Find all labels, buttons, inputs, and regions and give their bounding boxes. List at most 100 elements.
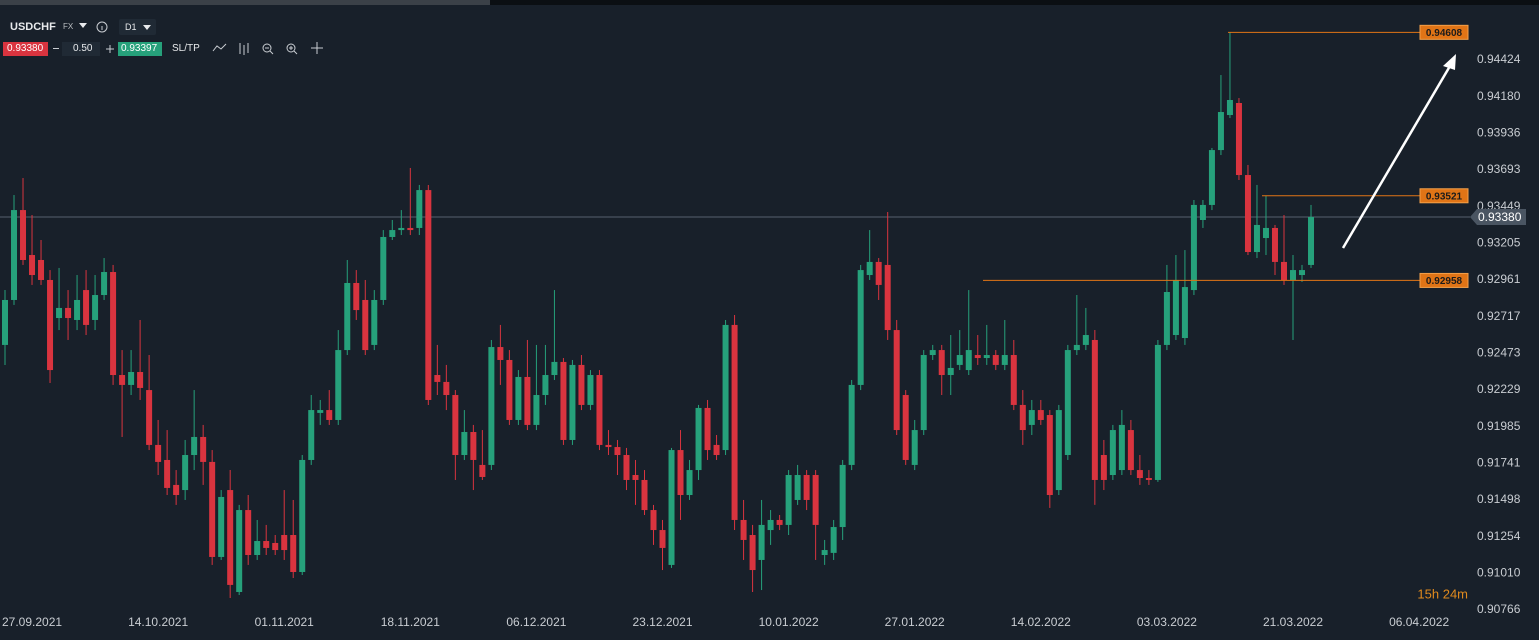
candle-body <box>488 347 495 465</box>
candle-body <box>1091 339 1098 480</box>
candle-body <box>965 350 972 371</box>
candle-body <box>776 519 783 525</box>
sl-tp[interactable]: SL/TP <box>172 43 200 54</box>
candle-body <box>1001 355 1008 365</box>
candle-body <box>38 259 45 280</box>
x-tick-label: 10.01.2022 <box>759 615 819 629</box>
candle-body <box>1100 455 1107 480</box>
candle-body <box>722 324 729 451</box>
candle-body <box>281 535 288 551</box>
candle-body <box>659 530 666 548</box>
sell-price[interactable]: 0.93380 <box>7 43 44 54</box>
candle-body <box>470 432 477 460</box>
candle-body <box>29 255 36 276</box>
info-icon[interactable] <box>96 21 108 33</box>
candle-body <box>1127 430 1134 471</box>
candle-body <box>74 299 81 320</box>
candle-body <box>578 364 585 405</box>
y-tick-label: 0.91498 <box>1477 492 1521 506</box>
volume-box[interactable] <box>62 42 100 56</box>
candle-body <box>560 361 567 440</box>
candle-body <box>569 364 576 440</box>
y-tick-label: 0.92717 <box>1477 309 1521 323</box>
candle-body <box>632 475 639 480</box>
candle-body <box>479 464 486 477</box>
x-tick-label: 27.01.2022 <box>885 615 945 629</box>
dropdown-icon <box>143 25 151 30</box>
candle-body <box>20 210 27 260</box>
candle-body <box>155 444 162 462</box>
candle-body <box>947 367 954 376</box>
candle-body <box>1190 204 1197 291</box>
x-tick-label: 14.10.2021 <box>128 615 188 629</box>
candle-body <box>1163 292 1170 345</box>
candle-body <box>1028 410 1035 425</box>
sell-box[interactable] <box>3 42 48 56</box>
candle-body <box>695 407 702 471</box>
y-tick-label: 0.92229 <box>1477 382 1521 396</box>
tool-icons[interactable] <box>212 41 332 57</box>
candle-body <box>875 261 882 285</box>
candle-body <box>371 299 378 345</box>
symbol[interactable]: USDCHF <box>10 21 56 33</box>
candle-body <box>506 359 513 420</box>
plus-button[interactable] <box>106 45 114 53</box>
candle-body <box>884 264 891 331</box>
candle-body <box>173 484 180 496</box>
candle-body <box>1290 270 1297 280</box>
y-tick-label: 0.93936 <box>1477 126 1521 140</box>
y-tick-label: 0.93205 <box>1477 235 1521 249</box>
timeframe[interactable]: D1 <box>125 22 137 32</box>
candle-body <box>191 436 198 456</box>
candle-body <box>1262 227 1269 239</box>
timeframe-box[interactable] <box>119 19 156 35</box>
candle-body <box>1308 216 1315 265</box>
candle-body <box>749 535 756 571</box>
candle-body <box>893 330 900 431</box>
candle-body <box>200 436 207 462</box>
candle-body <box>497 347 504 360</box>
candle-body <box>425 190 432 400</box>
candle-body <box>11 210 18 300</box>
candle-body <box>236 510 243 592</box>
candle-body <box>344 282 351 351</box>
candle-body <box>956 355 963 365</box>
candle-body <box>974 355 981 359</box>
candle-body <box>515 376 522 420</box>
candle-body <box>164 459 171 488</box>
candle-body <box>407 227 414 231</box>
buy-price[interactable]: 0.93397 <box>121 43 158 54</box>
candle-body <box>857 270 864 385</box>
market[interactable]: FX <box>63 22 74 31</box>
candle-body <box>65 307 72 319</box>
candle-body <box>677 450 684 496</box>
candle-body <box>2 299 8 345</box>
y-tick-label: 0.92961 <box>1477 272 1521 286</box>
y-tick-label: 0.91985 <box>1477 419 1521 433</box>
candle-body <box>1244 175 1251 253</box>
candle-body <box>731 324 738 520</box>
volume[interactable]: 0.50 <box>73 43 93 54</box>
minus-button[interactable] <box>53 48 59 49</box>
candle-body <box>551 361 558 376</box>
candle-body <box>533 395 540 425</box>
x-tick-label: 14.02.2022 <box>1011 615 1071 629</box>
current-price-marker <box>1470 208 1526 225</box>
candle-body <box>1136 470 1143 479</box>
candle-body <box>209 461 216 557</box>
candle-body <box>362 299 369 351</box>
candle-body <box>137 372 144 388</box>
candle-body <box>524 376 531 425</box>
candle-body <box>1037 410 1044 420</box>
candle-body <box>1181 287 1188 339</box>
candle-body <box>1280 261 1287 280</box>
candle-body <box>803 475 810 500</box>
candle-body <box>902 395 909 460</box>
candle-timer: 15h 24m <box>1417 586 1468 601</box>
candle-body <box>1235 103 1242 176</box>
candle-body <box>1145 478 1152 480</box>
candle-body <box>317 410 324 413</box>
buy-box[interactable] <box>118 42 162 56</box>
x-tick-label: 03.03.2022 <box>1137 615 1197 629</box>
